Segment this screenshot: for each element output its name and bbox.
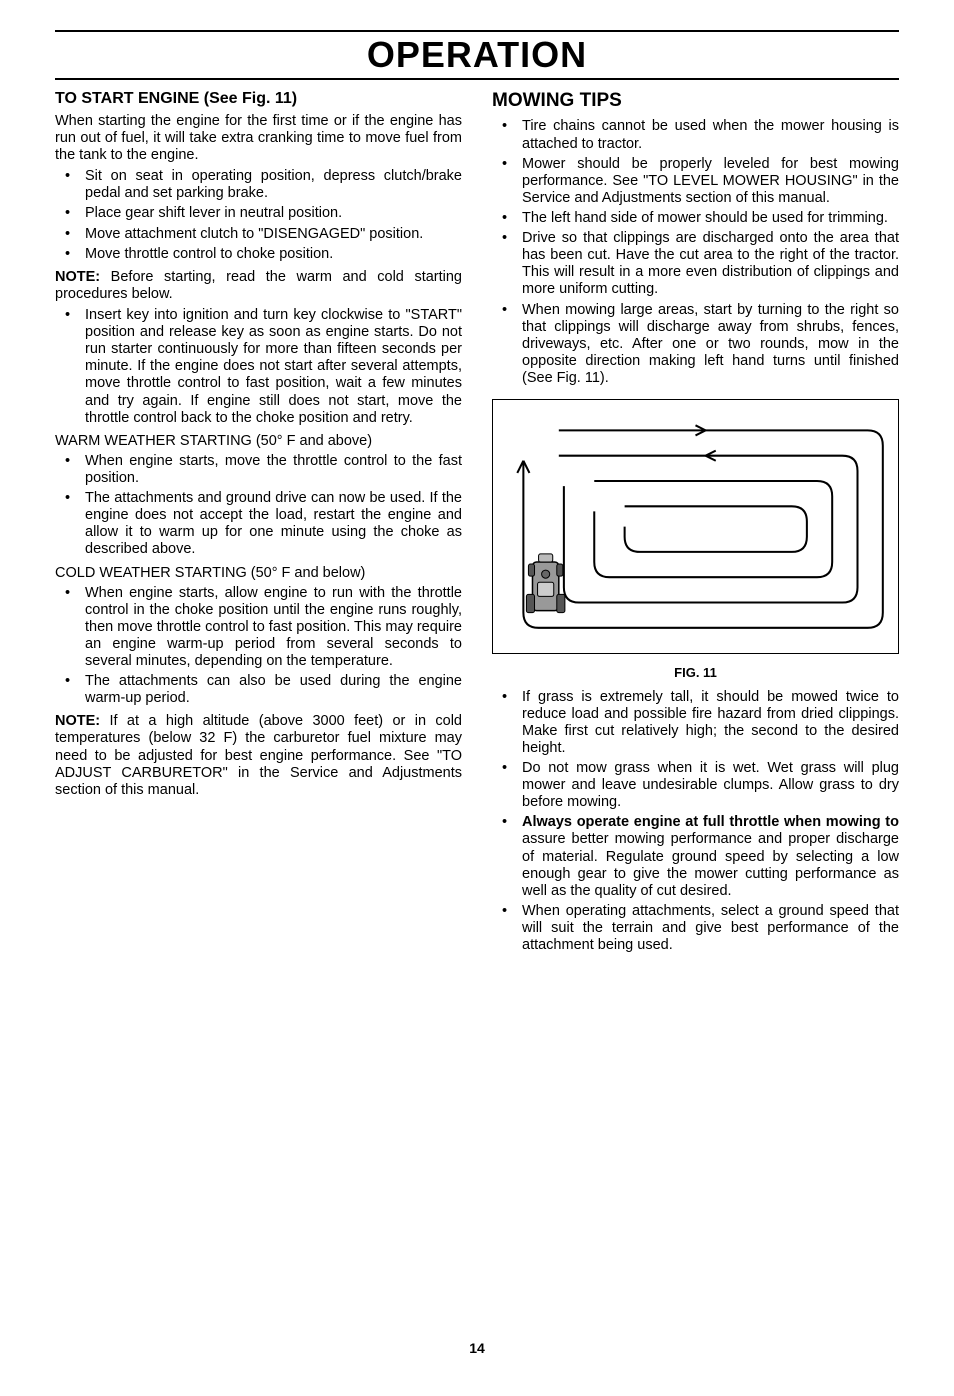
warm-weather-heading: WARM WEATHER STARTING (50° F and above) <box>55 433 462 450</box>
mowing-tips-list: Tire chains cannot be used when the mowe… <box>492 118 899 387</box>
tractor-icon <box>526 554 564 613</box>
start-intro: When starting the engine for the first t… <box>55 113 462 164</box>
list-item: When mowing large areas, start by turnin… <box>492 302 899 388</box>
two-column-layout: TO START ENGINE (See Fig. 11) When start… <box>55 90 899 960</box>
cold-list: When engine starts, allow engine to run … <box>55 585 462 708</box>
item-rest: assure better mowing performance and pro… <box>522 831 899 898</box>
note-text: If at a high altitude (above 3000 feet) … <box>55 713 462 797</box>
list-item: If grass is extremely tall, it should be… <box>492 689 899 757</box>
figure-caption: FIG. 11 <box>492 665 899 680</box>
list-item: Sit on seat in operating position, depre… <box>55 168 462 202</box>
mowing-tips-heading: MOWING TIPS <box>492 90 899 112</box>
list-item: Mower should be properly leveled for bes… <box>492 156 899 207</box>
list-item: Do not mow grass when it is wet. Wet gra… <box>492 760 899 811</box>
note-1: NOTE: Before starting, read the warm and… <box>55 269 462 303</box>
mowing-pattern-diagram <box>492 399 899 654</box>
list-item: Drive so that clippings are discharged o… <box>492 230 899 298</box>
note-text: Before starting, read the warm and cold … <box>55 269 462 302</box>
page-title: OPERATION <box>55 34 899 76</box>
note-label: NOTE: <box>55 269 100 285</box>
list-item: Tire chains cannot be used when the mowe… <box>492 118 899 152</box>
list-item: Always operate engine at full throttle w… <box>492 814 899 900</box>
note-2: NOTE: If at a high altitude (above 3000 … <box>55 713 462 799</box>
list-item: Insert key into ignition and turn key cl… <box>55 307 462 427</box>
note-label: NOTE: <box>55 713 100 729</box>
ignition-list: Insert key into ignition and turn key cl… <box>55 307 462 427</box>
rule-top <box>55 30 899 32</box>
warm-list: When engine starts, move the throttle co… <box>55 453 462 559</box>
page-number: 14 <box>55 1340 899 1356</box>
list-item: The left hand side of mower should be us… <box>492 210 899 227</box>
list-item: When operating attachments, select a gro… <box>492 903 899 954</box>
cold-weather-heading: COLD WEATHER STARTING (50° F and below) <box>55 565 462 582</box>
list-item: Move attachment clutch to "DISENGAGED" p… <box>55 226 462 243</box>
list-item: Move throttle control to choke position. <box>55 246 462 263</box>
figure-11: FIG. 11 <box>492 399 899 681</box>
left-column: TO START ENGINE (See Fig. 11) When start… <box>55 90 462 960</box>
list-item: The attachments and ground drive can now… <box>55 490 462 558</box>
list-item: When engine starts, allow engine to run … <box>55 585 462 671</box>
list-item: When engine starts, move the throttle co… <box>55 453 462 487</box>
start-steps-list: Sit on seat in operating position, depre… <box>55 168 462 263</box>
start-engine-heading: TO START ENGINE (See Fig. 11) <box>55 90 462 109</box>
list-item: The attachments can also be used during … <box>55 673 462 707</box>
rule-bottom <box>55 78 899 80</box>
list-item: Place gear shift lever in neutral positi… <box>55 205 462 222</box>
bold-lead: Always operate engine at full throttle w… <box>522 814 899 830</box>
right-column: MOWING TIPS Tire chains cannot be used w… <box>492 90 899 960</box>
mowing-tips-list-2: If grass is extremely tall, it should be… <box>492 689 899 955</box>
